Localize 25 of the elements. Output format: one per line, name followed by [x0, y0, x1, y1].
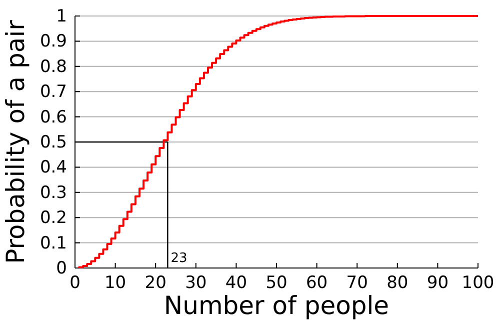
- y-tick-label: 0.3: [40, 182, 67, 203]
- x-tick-label: 90: [426, 273, 449, 294]
- y-tick-label: 0.9: [40, 32, 67, 52]
- x-tick-label: 0: [70, 273, 80, 294]
- y-tick-label: 0.2: [40, 208, 67, 228]
- y-tick-label: 0.1: [40, 233, 67, 254]
- x-tick-label: 80: [386, 273, 408, 294]
- y-tick-label: 0.7: [40, 82, 67, 102]
- x-tick-label: 50: [266, 273, 288, 294]
- y-tick-label: 0.4: [40, 158, 67, 178]
- y-tick-label: 0.8: [40, 56, 67, 77]
- x-tick-label: 30: [185, 273, 207, 294]
- x-tick-label: 60: [306, 273, 328, 294]
- ref-line-label: 23: [170, 251, 188, 266]
- y-tick-label: 1: [56, 6, 67, 26]
- y-axis-title: Probability of a pair: [1, 19, 30, 264]
- x-tick-label: 70: [346, 273, 368, 294]
- y-tick-label: 0: [56, 258, 67, 278]
- x-tick-label: 10: [104, 273, 126, 294]
- x-tick-label: 100: [462, 273, 494, 294]
- x-tick-label: 40: [225, 273, 248, 294]
- x-tick-label: 20: [144, 273, 166, 294]
- x-axis-title: Number of people: [164, 291, 390, 320]
- y-tick-label: 0.5: [40, 132, 67, 152]
- y-tick-label: 0.6: [40, 107, 67, 128]
